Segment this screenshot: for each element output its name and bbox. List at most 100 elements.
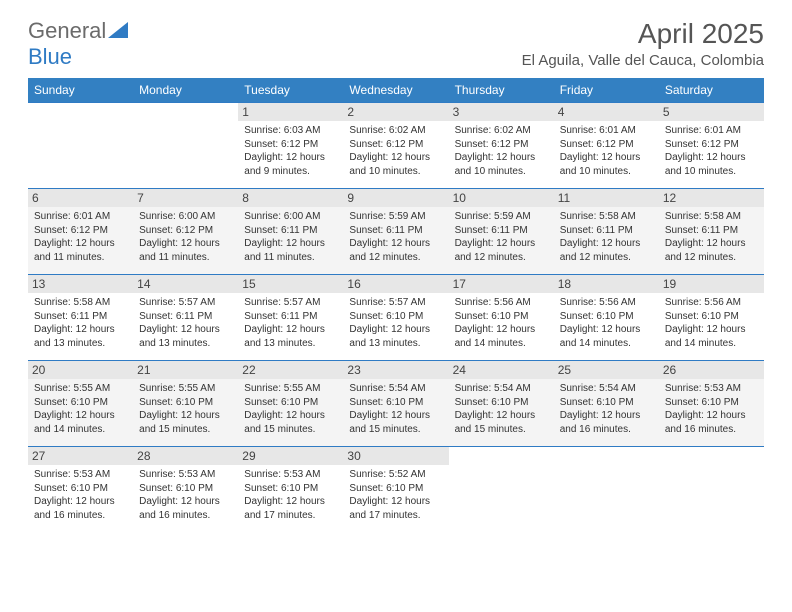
day-number: 9 xyxy=(343,189,448,207)
day-number: 13 xyxy=(28,275,133,293)
weekday-header: Friday xyxy=(554,78,659,103)
daylight-text: Daylight: 12 hours and 13 minutes. xyxy=(34,323,127,350)
calendar-day-cell: 4Sunrise: 6:01 AMSunset: 6:12 PMDaylight… xyxy=(554,103,659,189)
sunset-text: Sunset: 6:12 PM xyxy=(665,138,758,152)
weekday-header: Sunday xyxy=(28,78,133,103)
day-number: 14 xyxy=(133,275,238,293)
sunrise-text: Sunrise: 5:58 AM xyxy=(560,210,653,224)
sunset-text: Sunset: 6:12 PM xyxy=(34,224,127,238)
sunrise-text: Sunrise: 6:01 AM xyxy=(665,124,758,138)
day-details: Sunrise: 6:01 AMSunset: 6:12 PMDaylight:… xyxy=(34,210,127,264)
sunrise-text: Sunrise: 6:01 AM xyxy=(560,124,653,138)
calendar-day-cell: 14 Sunrise: 5:57 AMSunset: 6:11 PMDayligh… xyxy=(133,275,238,361)
sunset-text: Sunset: 6:10 PM xyxy=(244,396,337,410)
daylight-text: Daylight: 12 hours and 13 minutes. xyxy=(139,323,232,350)
sunset-text: Sunset: 6:10 PM xyxy=(665,310,758,324)
day-details: Sunrise: 5:57 AMSunset: 6:10 PMDaylight:… xyxy=(349,296,442,350)
sunset-text: Sunset: 6:12 PM xyxy=(560,138,653,152)
sunrise-text: Sunrise: 6:02 AM xyxy=(349,124,442,138)
day-number: 4 xyxy=(554,103,659,121)
day-details: Sunrise: 5:58 AMSunset: 6:11 PMDaylight:… xyxy=(560,210,653,264)
day-number: 18 xyxy=(554,275,659,293)
calendar-day-cell: 28Sunrise: 5:53 AMSunset: 6:10 PMDayligh… xyxy=(133,447,238,533)
day-number: 11 xyxy=(554,189,659,207)
daylight-text: Daylight: 12 hours and 16 minutes. xyxy=(665,409,758,436)
weekday-header: Thursday xyxy=(449,78,554,103)
sunrise-text: Sunrise: 5:54 AM xyxy=(455,382,548,396)
calendar-week-row: 13Sunrise: 5:58 AMSunset: 6:11 PMDayligh… xyxy=(28,275,764,361)
day-number: 17 xyxy=(449,275,554,293)
sunset-text: Sunset: 6:10 PM xyxy=(560,310,653,324)
day-number: 1 xyxy=(238,103,343,121)
sunrise-text: Sunrise: 5:53 AM xyxy=(244,468,337,482)
day-number: 8 xyxy=(238,189,343,207)
calendar-day-cell: 11 Sunrise: 5:58 AMSunset: 6:11 PMDayligh… xyxy=(554,189,659,275)
day-number: 5 xyxy=(659,103,764,121)
sunset-text: Sunset: 6:10 PM xyxy=(34,396,127,410)
day-details: Sunrise: 6:02 AMSunset: 6:12 PMDaylight:… xyxy=(349,124,442,178)
sunset-text: Sunset: 6:10 PM xyxy=(455,396,548,410)
sunset-text: Sunset: 6:10 PM xyxy=(349,310,442,324)
calendar-day-cell xyxy=(28,103,133,189)
calendar-day-cell xyxy=(554,447,659,533)
day-details: Sunrise: 5:59 AMSunset: 6:11 PMDaylight:… xyxy=(455,210,548,264)
calendar-day-cell: 15Sunrise: 5:57 AMSunset: 6:11 PMDayligh… xyxy=(238,275,343,361)
sunset-text: Sunset: 6:11 PM xyxy=(349,224,442,238)
day-number: 29 xyxy=(238,447,343,465)
calendar-day-cell: 29Sunrise: 5:53 AMSunset: 6:10 PMDayligh… xyxy=(238,447,343,533)
sunset-text: Sunset: 6:10 PM xyxy=(139,396,232,410)
day-number: 10 xyxy=(449,189,554,207)
calendar-day-cell: 19Sunrise: 5:56 AMSunset: 6:10 PMDayligh… xyxy=(659,275,764,361)
calendar-week-row: 6Sunrise: 6:01 AMSunset: 6:12 PMDaylight… xyxy=(28,189,764,275)
calendar-day-cell xyxy=(449,447,554,533)
sunset-text: Sunset: 6:12 PM xyxy=(139,224,232,238)
sunset-text: Sunset: 6:11 PM xyxy=(560,224,653,238)
sunset-text: Sunset: 6:10 PM xyxy=(665,396,758,410)
calendar-week-row: 1Sunrise: 6:03 AMSunset: 6:12 PMDaylight… xyxy=(28,103,764,189)
weekday-header: Monday xyxy=(133,78,238,103)
day-number: 28 xyxy=(133,447,238,465)
calendar-table: Sunday Monday Tuesday Wednesday Thursday… xyxy=(28,78,764,532)
day-details: Sunrise: 5:56 AMSunset: 6:10 PMDaylight:… xyxy=(455,296,548,350)
calendar-week-row: 27Sunrise: 5:53 AMSunset: 6:10 PMDayligh… xyxy=(28,447,764,533)
calendar-day-cell: 22Sunrise: 5:55 AMSunset: 6:10 PMDayligh… xyxy=(238,361,343,447)
sunrise-text: Sunrise: 5:59 AM xyxy=(455,210,548,224)
title-block: April 2025 El Aguila, Valle del Cauca, C… xyxy=(522,18,764,69)
daylight-text: Daylight: 12 hours and 9 minutes. xyxy=(244,151,337,178)
calendar-day-cell: 17 Sunrise: 5:56 AMSunset: 6:10 PMDayligh… xyxy=(449,275,554,361)
daylight-text: Daylight: 12 hours and 15 minutes. xyxy=(349,409,442,436)
day-details: Sunrise: 5:57 AMSunset: 6:11 PMDaylight:… xyxy=(139,296,232,350)
weekday-header: Tuesday xyxy=(238,78,343,103)
calendar-day-cell: 12Sunrise: 5:58 AMSunset: 6:11 PMDayligh… xyxy=(659,189,764,275)
day-number: 26 xyxy=(659,361,764,379)
daylight-text: Daylight: 12 hours and 12 minutes. xyxy=(455,237,548,264)
calendar-day-cell: 21Sunrise: 5:55 AMSunset: 6:10 PMDayligh… xyxy=(133,361,238,447)
sunset-text: Sunset: 6:11 PM xyxy=(455,224,548,238)
day-details: Sunrise: 5:59 AMSunset: 6:11 PMDaylight:… xyxy=(349,210,442,264)
sunrise-text: Sunrise: 5:57 AM xyxy=(349,296,442,310)
sunset-text: Sunset: 6:10 PM xyxy=(244,482,337,496)
month-title: April 2025 xyxy=(522,18,764,50)
day-number: 2 xyxy=(343,103,448,121)
sunset-text: Sunset: 6:12 PM xyxy=(349,138,442,152)
sunset-text: Sunset: 6:11 PM xyxy=(139,310,232,324)
day-details: Sunrise: 6:00 AMSunset: 6:11 PMDaylight:… xyxy=(244,210,337,264)
daylight-text: Daylight: 12 hours and 12 minutes. xyxy=(349,237,442,264)
calendar-day-cell: 25Sunrise: 5:54 AMSunset: 6:10 PMDayligh… xyxy=(554,361,659,447)
weekday-header-row: Sunday Monday Tuesday Wednesday Thursday… xyxy=(28,78,764,103)
calendar-day-cell xyxy=(659,447,764,533)
day-details: Sunrise: 5:58 AMSunset: 6:11 PMDaylight:… xyxy=(665,210,758,264)
day-details: Sunrise: 5:53 AMSunset: 6:10 PMDaylight:… xyxy=(665,382,758,436)
calendar-day-cell: 20Sunrise: 5:55 AMSunset: 6:10 PMDayligh… xyxy=(28,361,133,447)
daylight-text: Daylight: 12 hours and 12 minutes. xyxy=(665,237,758,264)
sunset-text: Sunset: 6:12 PM xyxy=(244,138,337,152)
sunset-text: Sunset: 6:10 PM xyxy=(349,396,442,410)
day-number: 27 xyxy=(28,447,133,465)
calendar-day-cell xyxy=(133,103,238,189)
daylight-text: Daylight: 12 hours and 10 minutes. xyxy=(665,151,758,178)
daylight-text: Daylight: 12 hours and 10 minutes. xyxy=(455,151,548,178)
calendar-day-cell: 24Sunrise: 5:54 AMSunset: 6:10 PMDayligh… xyxy=(449,361,554,447)
calendar-day-cell: 18Sunrise: 5:56 AMSunset: 6:10 PMDayligh… xyxy=(554,275,659,361)
sunset-text: Sunset: 6:11 PM xyxy=(244,224,337,238)
sunrise-text: Sunrise: 5:58 AM xyxy=(34,296,127,310)
